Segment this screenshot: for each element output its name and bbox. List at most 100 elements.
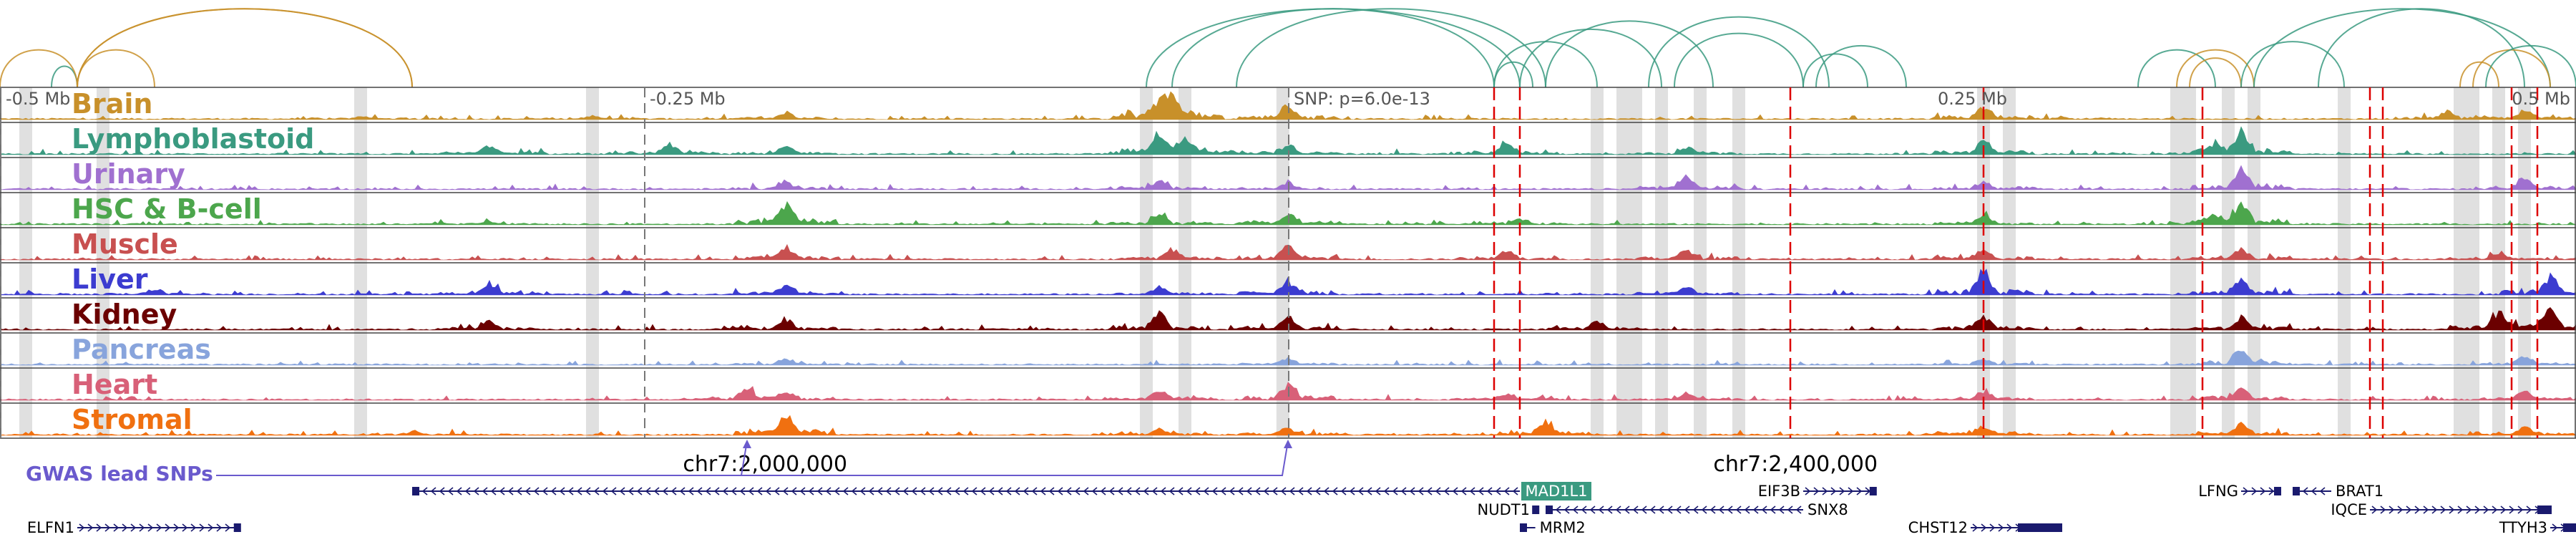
loop-arc [1815, 45, 1907, 88]
strand-chevron [1675, 505, 1682, 514]
strand-chevron [2431, 505, 2438, 514]
strand-chevron [473, 487, 479, 495]
strand-chevron [507, 487, 514, 495]
strand-chevron [165, 523, 171, 532]
strand-chevron [2474, 505, 2481, 514]
strand-chevron [791, 487, 797, 495]
strand-chevron [1151, 487, 1158, 495]
strand-chevron [1177, 487, 1184, 495]
strand-chevron [1023, 487, 1029, 495]
strand-chevron [1641, 505, 1647, 514]
strand-chevron [928, 487, 935, 495]
strand-chevron [1143, 487, 1149, 495]
strand-chevron [662, 487, 668, 495]
strand-chevron [2389, 505, 2395, 514]
strand-chevron [670, 487, 677, 495]
strand-chevron [902, 487, 909, 495]
strand-chevron [756, 487, 763, 495]
loop-arc [0, 49, 78, 88]
strand-chevron [130, 523, 137, 532]
loop-arc [2253, 8, 2551, 88]
strand-chevron [139, 523, 145, 532]
strand-chevron [1074, 487, 1080, 495]
strand-chevron [225, 523, 231, 532]
strand-chevron [1375, 487, 1381, 495]
strand-chevron [1314, 487, 1321, 495]
strand-chevron [988, 487, 995, 495]
gene-label: CHST12 [1908, 519, 1968, 536]
gene-label: LFNG [2198, 483, 2238, 500]
strand-chevron [1323, 487, 1330, 495]
strand-chevron [1400, 487, 1407, 495]
gene-label: BRAT1 [2336, 483, 2384, 500]
track-label: Muscle [72, 228, 178, 260]
strand-chevron [1031, 487, 1038, 495]
strand-chevron [1856, 487, 1863, 495]
strand-chevron [1563, 505, 1570, 514]
track-label: HSC & B-cell [72, 193, 262, 225]
strand-chevron [1555, 505, 1561, 514]
strand-chevron [1752, 505, 1759, 514]
strand-chevron [447, 487, 454, 495]
gene-label: NUDT1 [1478, 501, 1530, 518]
strand-chevron [1972, 523, 1979, 532]
strand-chevron [1981, 523, 1987, 532]
strand-chevron [645, 487, 651, 495]
loop-arc [2459, 62, 2499, 88]
strand-chevron [1478, 487, 1484, 495]
strand-chevron [1443, 487, 1450, 495]
strand-chevron [593, 487, 600, 495]
strand-chevron [1589, 505, 1596, 514]
strand-chevron [1813, 487, 1820, 495]
strand-chevron [859, 487, 866, 495]
exon-block [2018, 523, 2061, 532]
strand-chevron [1606, 505, 1613, 514]
strand-chevron [1126, 487, 1132, 495]
strand-chevron [1469, 487, 1475, 495]
strand-chevron [1246, 487, 1252, 495]
gene-label: TTYH3 [2499, 519, 2547, 536]
strand-chevron [2268, 487, 2275, 495]
strand-chevron [1998, 523, 2004, 532]
x-tick-label: SNP: p=6.0e-13 [1294, 89, 1430, 109]
track-label: Kidney [72, 299, 177, 330]
strand-chevron [834, 487, 840, 495]
x-tick-label: 0.5 Mb [2512, 89, 2570, 109]
strand-chevron [2251, 487, 2258, 495]
track-label: Pancreas [72, 334, 211, 365]
strand-chevron [1735, 505, 1742, 514]
strand-chevron [550, 487, 557, 495]
strand-chevron [1332, 487, 1338, 495]
x-tick-label: -0.5 Mb [6, 89, 70, 109]
strand-chevron [2414, 505, 2421, 514]
strand-chevron [482, 487, 488, 495]
strand-chevron [1014, 487, 1020, 495]
strand-chevron [1366, 487, 1372, 495]
strand-chevron [713, 487, 720, 495]
strand-chevron [499, 487, 505, 495]
strand-chevron [1744, 505, 1750, 514]
loop-arc [2485, 45, 2576, 88]
strand-chevron [1426, 487, 1433, 495]
exon-block [412, 487, 419, 495]
strand-chevron [1718, 505, 1724, 514]
strand-chevron [2371, 505, 2378, 514]
strand-chevron [79, 523, 85, 532]
strand-chevron [1048, 487, 1055, 495]
loop-arc [1674, 32, 1804, 88]
track-signal-9 [0, 415, 2576, 436]
strand-chevron [2319, 487, 2326, 495]
loop-arc [2318, 8, 2525, 88]
strand-chevron [430, 487, 436, 495]
loop-arc [1171, 8, 1495, 88]
strand-chevron [1805, 487, 1811, 495]
strand-chevron [2260, 487, 2266, 495]
strand-chevron [705, 487, 711, 495]
strand-chevron [567, 487, 574, 495]
strand-chevron [2552, 523, 2558, 532]
exon-block [1546, 505, 1553, 514]
strand-chevron [1186, 487, 1192, 495]
track-signal-1 [0, 126, 2576, 155]
strand-chevron [585, 487, 591, 495]
